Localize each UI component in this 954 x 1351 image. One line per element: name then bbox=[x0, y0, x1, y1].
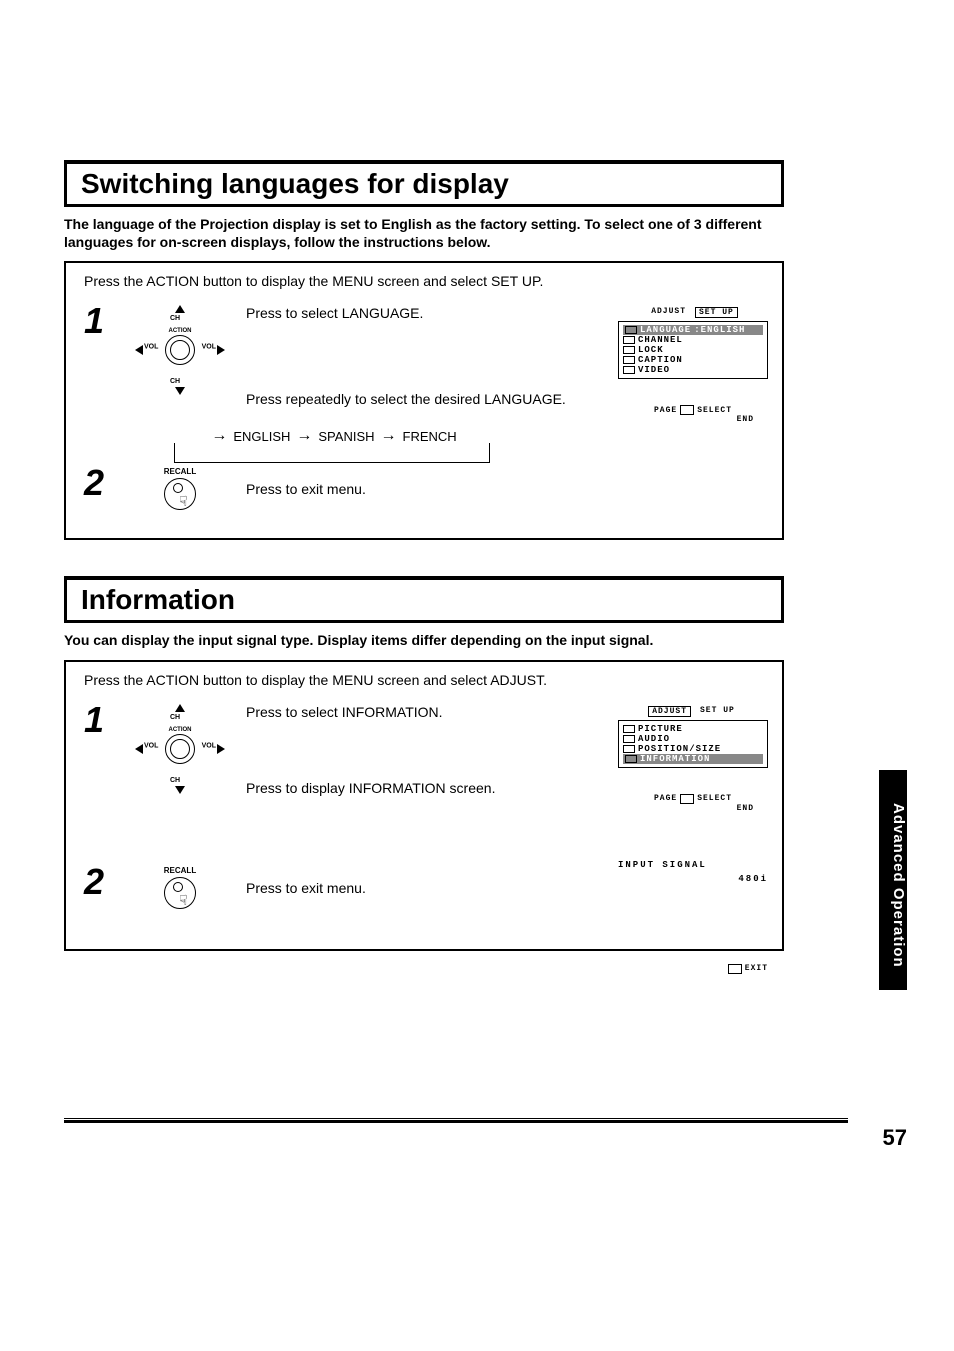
page-content: Switching languages for display The lang… bbox=[64, 160, 784, 951]
osd-item-icon bbox=[623, 735, 635, 743]
osd-item-icon bbox=[625, 755, 637, 763]
cycle-english: ENGLISH bbox=[233, 429, 290, 444]
cycle-french: FRENCH bbox=[403, 429, 457, 444]
nav-up-icon bbox=[175, 704, 185, 712]
section1-step2: 2 RECALL ☟ Press to exit menu. bbox=[84, 467, 764, 510]
osd-row-caption: CAPTION bbox=[623, 355, 763, 365]
cycle-spanish: SPANISH bbox=[318, 429, 374, 444]
section2-title-box: Information bbox=[64, 576, 784, 623]
osd-row-picture: PICTURE bbox=[623, 724, 763, 734]
ch-label-top: CH bbox=[170, 714, 180, 721]
osd-footer: PAGE SELECT bbox=[618, 794, 768, 804]
recall-label: RECALL bbox=[155, 866, 205, 875]
section1-title-box: Switching languages for display bbox=[64, 160, 784, 207]
action-label: ACTION bbox=[169, 727, 192, 733]
osd-info-title: INPUT SIGNAL bbox=[618, 860, 768, 870]
hand-icon: ☟ bbox=[179, 892, 188, 909]
osd-item-icon bbox=[623, 346, 635, 354]
section2-desc: You can display the input signal type. D… bbox=[64, 631, 784, 649]
osd-row-position: POSITION/SIZE bbox=[623, 744, 763, 754]
ch-label-bottom: CH bbox=[170, 378, 180, 385]
osd-item-icon bbox=[623, 336, 635, 344]
step2-text: Press to exit menu. bbox=[246, 467, 764, 497]
remote-nav-pad: CH CH VOL VOL ACTION bbox=[130, 305, 230, 395]
remote-nav-pad: CH CH VOL VOL ACTION bbox=[130, 704, 230, 794]
osd-setup-menu: ADJUST SET UP LANGUAGE:ENGLISH CHANNEL L… bbox=[618, 307, 768, 424]
osd-footer-end: END bbox=[618, 415, 768, 424]
osd-row-information: INFORMATION bbox=[623, 754, 763, 764]
nav-down-icon bbox=[175, 786, 185, 794]
hand-icon: ☟ bbox=[179, 493, 188, 510]
osd-row-lock: LOCK bbox=[623, 345, 763, 355]
step-number: 1 bbox=[84, 303, 114, 339]
nav-center-icon bbox=[165, 335, 195, 365]
section2-title: Information bbox=[81, 584, 771, 616]
nav-left-icon bbox=[135, 744, 143, 754]
footer-rule-bold bbox=[64, 1120, 848, 1123]
action-label: ACTION bbox=[169, 328, 192, 334]
remote-recall-button: RECALL ☟ bbox=[130, 866, 230, 909]
osd-item-icon bbox=[623, 366, 635, 374]
osd-nav-icon bbox=[728, 964, 742, 974]
osd-nav-icon bbox=[680, 794, 694, 804]
step-number: 1 bbox=[84, 702, 114, 738]
step-number: 2 bbox=[84, 864, 114, 900]
step-number: 2 bbox=[84, 465, 114, 501]
side-tab: Advanced Operation bbox=[879, 770, 907, 990]
section1-instruction-box: Press the ACTION button to display the M… bbox=[64, 261, 784, 540]
section1-desc: The language of the Projection display i… bbox=[64, 215, 784, 251]
vol-label-left: VOL bbox=[144, 742, 158, 749]
page-number: 57 bbox=[883, 1125, 907, 1151]
osd-item-icon bbox=[623, 745, 635, 753]
section1-title: Switching languages for display bbox=[81, 168, 771, 200]
osd-item-icon bbox=[623, 356, 635, 364]
nav-right-icon bbox=[217, 345, 225, 355]
osd-row-language: LANGUAGE:ENGLISH bbox=[623, 325, 763, 335]
osd-item-icon bbox=[623, 725, 635, 733]
recall-label: RECALL bbox=[155, 467, 205, 476]
vol-label-right: VOL bbox=[202, 344, 216, 351]
remote-recall-button: RECALL ☟ bbox=[130, 467, 230, 510]
section2-instruction-box: Press the ACTION button to display the M… bbox=[64, 660, 784, 951]
ch-label-bottom: CH bbox=[170, 777, 180, 784]
vol-label-right: VOL bbox=[202, 742, 216, 749]
footer-rule bbox=[64, 1118, 848, 1119]
nav-center-icon bbox=[165, 734, 195, 764]
osd-item-icon bbox=[625, 326, 637, 334]
osd-tab-setup: SET UP bbox=[697, 706, 738, 717]
osd-tab-adjust: ADJUST bbox=[648, 307, 689, 318]
ch-label-top: CH bbox=[170, 315, 180, 322]
recall-button-icon: ☟ bbox=[164, 877, 196, 909]
osd-info-value: 480i bbox=[618, 874, 768, 884]
osd-row-channel: CHANNEL bbox=[623, 335, 763, 345]
nav-left-icon bbox=[135, 345, 143, 355]
osd-footer: PAGE SELECT bbox=[618, 405, 768, 415]
osd-row-video: VIDEO bbox=[623, 365, 763, 375]
recall-button-icon: ☟ bbox=[164, 478, 196, 510]
osd-info-footer: EXIT bbox=[618, 964, 768, 974]
nav-right-icon bbox=[217, 744, 225, 754]
section1-intro: Press the ACTION button to display the M… bbox=[84, 273, 764, 289]
osd-tab-setup: SET UP bbox=[695, 307, 738, 318]
osd-row-audio: AUDIO bbox=[623, 734, 763, 744]
nav-up-icon bbox=[175, 305, 185, 313]
osd-adjust-menu: ADJUST SET UP PICTURE AUDIO POSITION/SIZ… bbox=[618, 706, 768, 813]
osd-information-screen: INPUT SIGNAL 480i EXIT bbox=[618, 860, 768, 974]
cycle-return-line bbox=[174, 443, 490, 463]
osd-footer-end: END bbox=[618, 804, 768, 813]
vol-label-left: VOL bbox=[144, 344, 158, 351]
section2-intro: Press the ACTION button to display the M… bbox=[84, 672, 764, 688]
nav-down-icon bbox=[175, 387, 185, 395]
osd-tab-adjust: ADJUST bbox=[648, 706, 691, 717]
language-cycle: → ENGLISH → SPANISH → FRENCH bbox=[184, 427, 484, 445]
osd-nav-icon bbox=[680, 405, 694, 415]
